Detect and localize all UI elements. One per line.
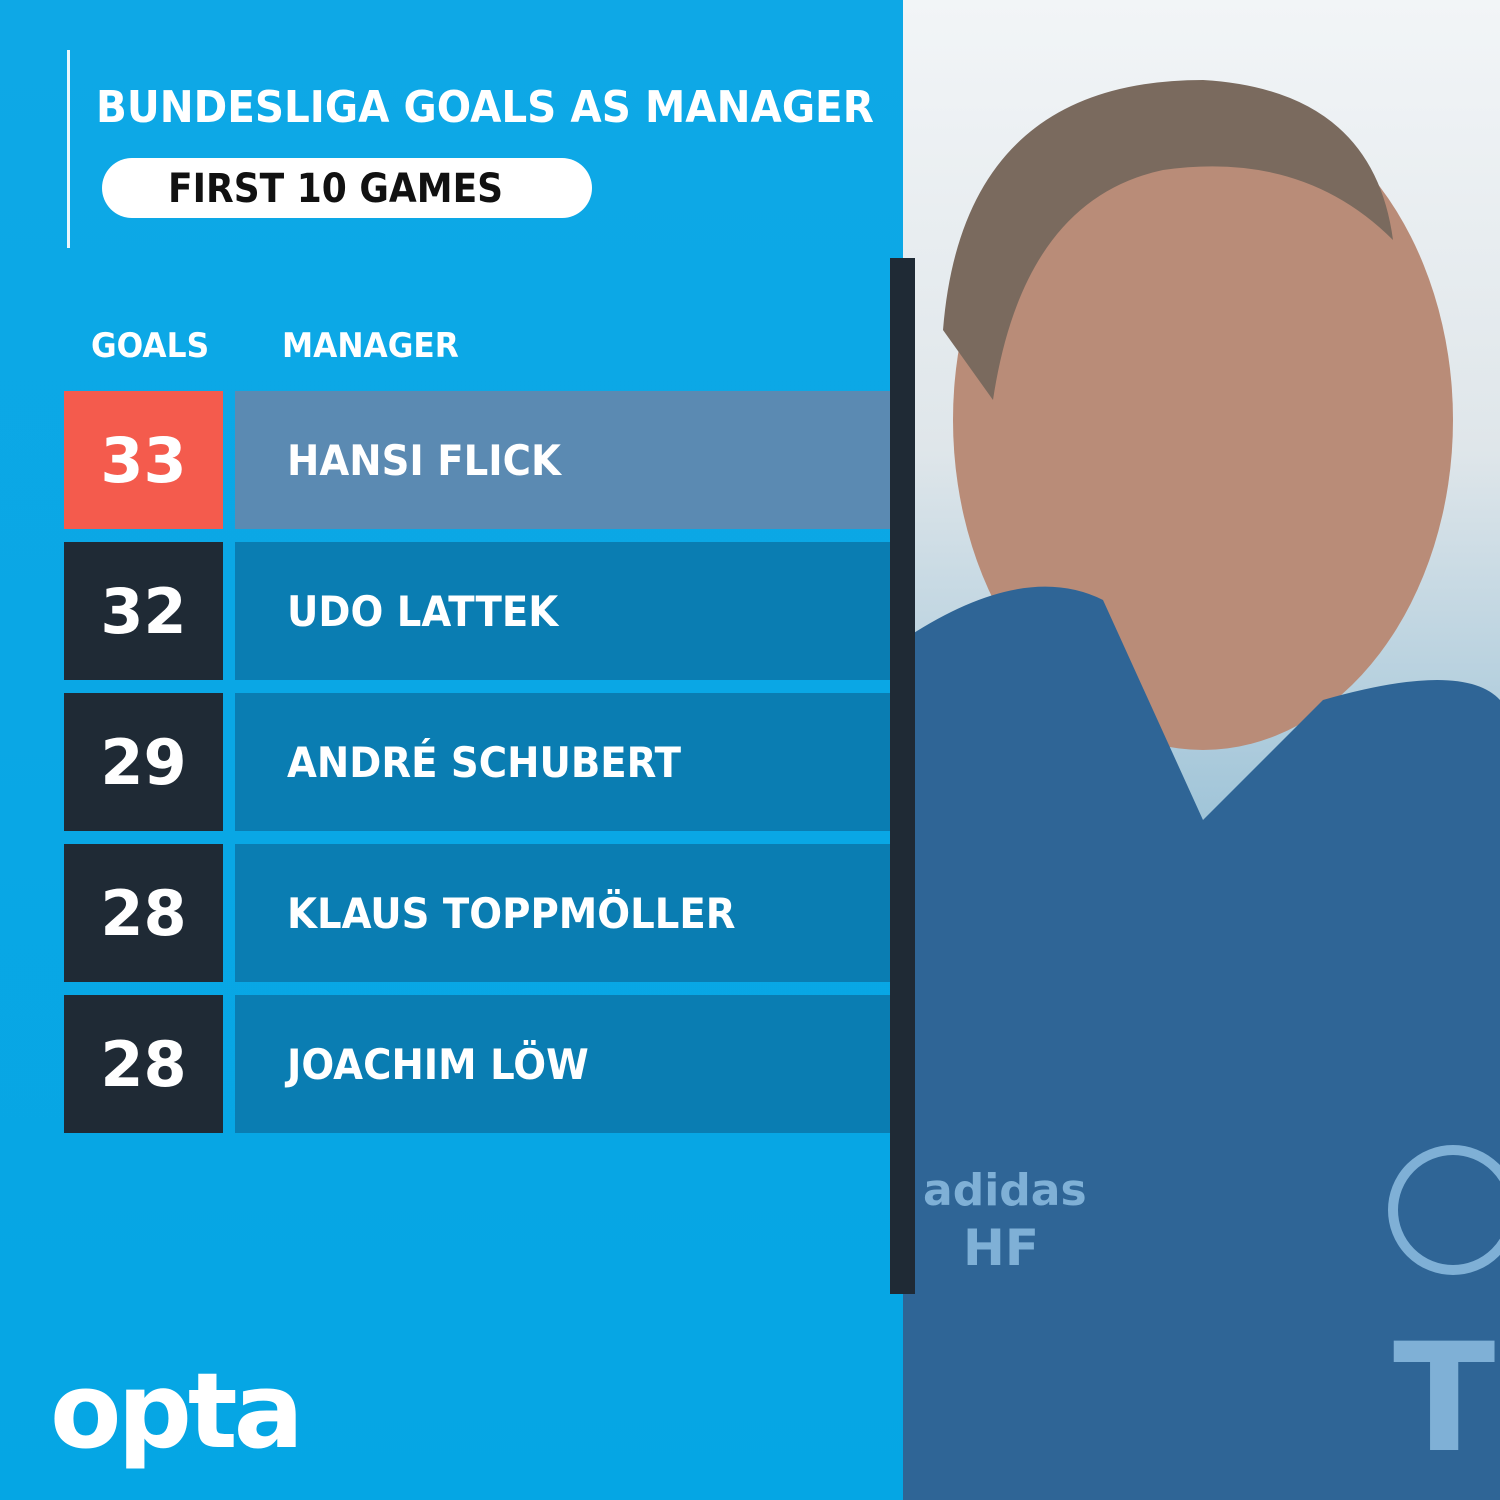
manager-name-box: ANDRÉ SCHUBERT [235,693,890,831]
manager-name-box: UDO LATTEK [235,542,890,680]
subtitle: FIRST 10 GAMES [168,166,504,212]
subtitle-pill: FIRST 10 GAMES [102,158,592,218]
manager-name: ANDRÉ SCHUBERT [287,737,682,787]
column-header-manager: MANAGER [282,326,459,366]
chart-title: BUNDESLIGA GOALS AS MANAGER [96,82,874,133]
hair-shape [943,80,1393,400]
jacket-shape [903,586,1500,1500]
goals-value: 33 [64,391,223,529]
goals-value: 28 [64,995,223,1133]
manager-name: UDO LATTEK [287,586,559,636]
manager-name: HANSI FLICK [287,435,561,485]
jacket-text-hf: HF [963,1219,1039,1277]
head-shape [953,90,1453,750]
table-row: 32 UDO LATTEK [64,542,890,680]
goals-value: 32 [64,542,223,680]
jacket-text-adidas: adidas [923,1165,1087,1216]
club-crest [1388,1145,1500,1275]
manager-photo: adidas HF T [903,0,1500,1500]
table-row: 29 ANDRÉ SCHUBERT [64,693,890,831]
title-divider [67,50,70,248]
telekom-logo: T [1393,1312,1495,1486]
opta-logo: opta [50,1350,304,1472]
goals-value: 28 [64,844,223,982]
column-header-goals: GOALS [91,326,210,366]
divider-bar [890,258,915,1294]
manager-name-box: HANSI FLICK [235,391,890,529]
table-row: 33 HANSI FLICK [64,391,890,529]
table-row: 28 KLAUS TOPPMÖLLER [64,844,890,982]
goals-value: 29 [64,693,223,831]
manager-name: JOACHIM LÖW [287,1039,589,1089]
manager-name-box: JOACHIM LÖW [235,995,890,1133]
manager-name-box: KLAUS TOPPMÖLLER [235,844,890,982]
manager-name: KLAUS TOPPMÖLLER [287,888,736,938]
table-row: 28 JOACHIM LÖW [64,995,890,1133]
